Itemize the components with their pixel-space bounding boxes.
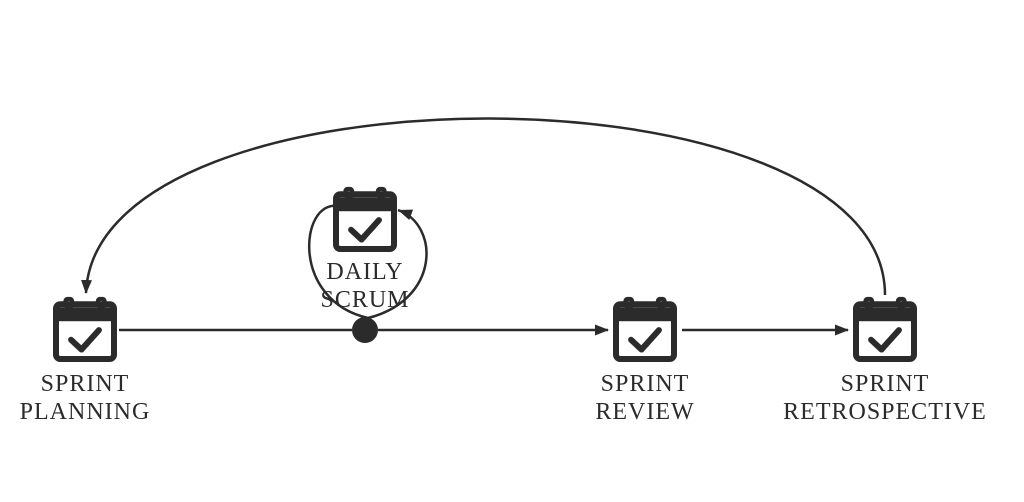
calendar-icon-retro xyxy=(856,299,914,359)
junction-dot xyxy=(352,317,378,343)
calendar-icon-daily xyxy=(336,189,394,249)
calendar-icon-planning xyxy=(56,299,114,359)
scrum-flow-diagram xyxy=(0,0,1024,502)
label-retro: Sprint Retrospective xyxy=(735,370,1024,426)
label-daily: Daily Scrum xyxy=(215,258,515,314)
calendar-icon-review xyxy=(616,299,674,359)
label-planning: Sprint Planning xyxy=(0,370,235,426)
